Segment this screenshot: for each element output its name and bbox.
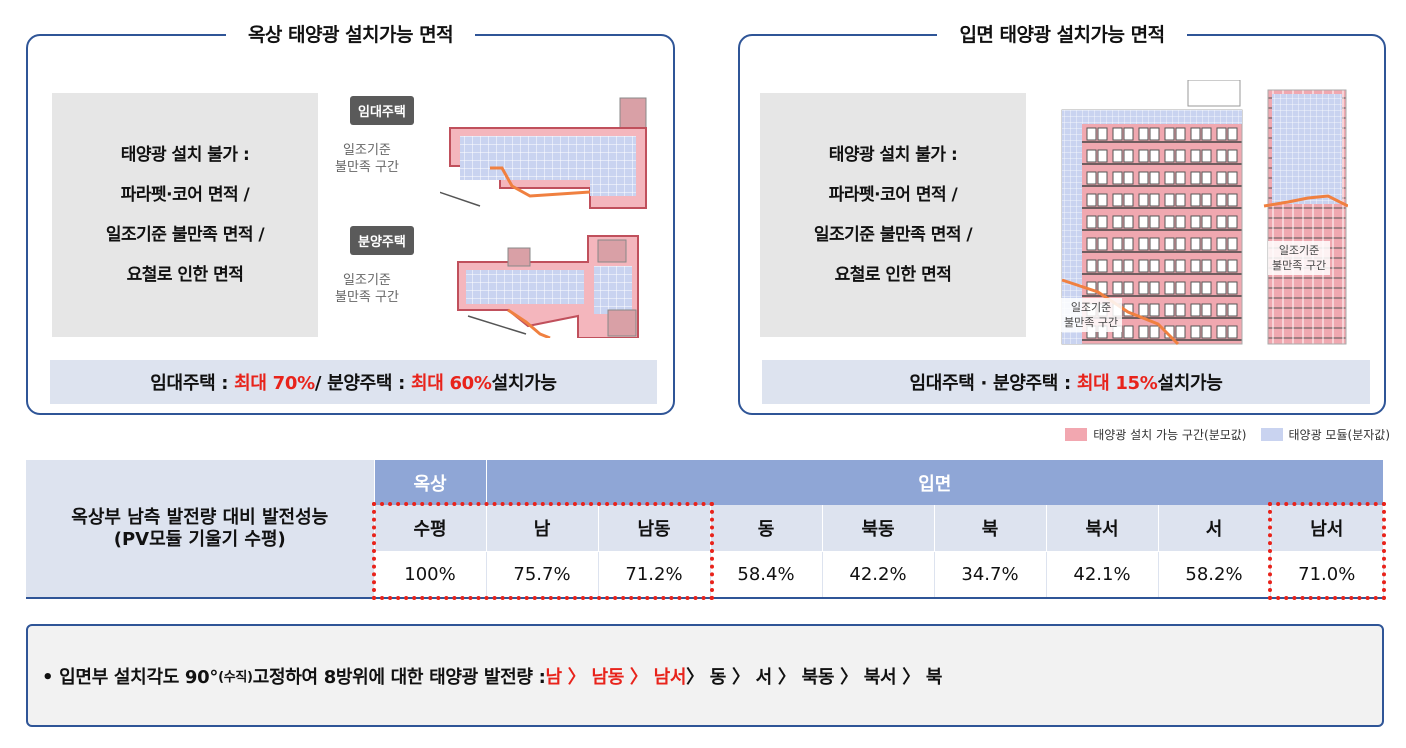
roof-area-panel: 옥상 태양광 설치가능 면적 태양광 설치 불가 : 파라펫·코어 면적 / 일… — [26, 24, 675, 415]
highlight-box-southwest — [1268, 502, 1386, 600]
facade-restriction-line: 요철로 인한 면적 — [834, 265, 952, 285]
sale-roof-plan-image — [457, 235, 639, 338]
column-header-direction: 북서 — [1046, 505, 1159, 552]
table-cell-value: 100% — [374, 551, 487, 599]
facade-restriction-line: 일조기준 불만족 면적 / — [813, 225, 973, 245]
column-header-direction: 동 — [710, 505, 823, 552]
legend-item-install-area: 태양광 설치 가능 구간(분모값) — [1065, 426, 1247, 443]
column-group-roof: 옥상 — [374, 460, 487, 505]
legend-swatch-pink — [1065, 428, 1088, 441]
table-row-header: 옥상부 남측 발전량 대비 발전성능 (PV모듈 기울기 수평) — [26, 460, 375, 599]
facade-area-panel: 입면 태양광 설치가능 면적 태양광 설치 불가 : 파라펫·코어 면적 / 일… — [738, 24, 1386, 415]
column-group-facade: 입면 — [486, 460, 1384, 505]
roof-summary-bar: 임대주택 : 최대 70% / 분양주택 : 최대 60% 설치가능 — [50, 360, 657, 404]
facade-summary-bar: 임대주택 · 분양주택 : 최대 15% 설치가능 — [762, 360, 1370, 404]
column-header-direction: 북 — [934, 505, 1047, 552]
legend: 태양광 설치 가능 구간(분모값) 태양광 모듈(분자값) — [1051, 426, 1390, 443]
roof-restriction-box: 태양광 설치 불가 : 파라펫·코어 면적 / 일조기준 불만족 면적 / 요철… — [52, 93, 318, 337]
legend-swatch-blue — [1260, 428, 1283, 441]
table-cell-value: 42.2% — [822, 551, 935, 599]
sunlight-unmet-label: 일조기준 불만족 구간 — [1268, 241, 1331, 275]
roof-restriction-line: 파라펫·코어 면적 / — [120, 185, 250, 205]
column-header-direction: 서 — [1158, 505, 1271, 552]
roof-restriction-line: 태양광 설치 불가 : — [120, 145, 250, 165]
table-cell-value: 58.4% — [710, 551, 823, 599]
table-cell-value: 58.2% — [1158, 551, 1271, 599]
rental-roof-plan-image — [440, 97, 647, 209]
roof-restriction-line: 요철로 인한 면적 — [126, 265, 244, 285]
legend-item-module: 태양광 모듈(분자값) — [1260, 426, 1390, 443]
facade-restriction-line: 태양광 설치 불가 : — [828, 145, 958, 165]
facade-restriction-box: 태양광 설치 불가 : 파라펫·코어 면적 / 일조기준 불만족 면적 / 요철… — [760, 93, 1026, 337]
sunlight-unmet-label: 일조기준 불만족 구간 — [335, 143, 399, 175]
table-cell-value: 34.7% — [934, 551, 1047, 599]
column-header-direction: 북동 — [822, 505, 935, 552]
table-cell-value: 42.1% — [1046, 551, 1159, 599]
roof-restriction-line: 일조기준 불만족 면적 / — [105, 225, 265, 245]
column-header-direction: 남 — [486, 505, 599, 552]
orientation-note: • 입면부 설치각도 90° (수직) 고정하여 8방위에 대한 태양광 발전량 … — [26, 624, 1384, 727]
roof-panel-title: 옥상 태양광 설치가능 면적 — [225, 24, 476, 46]
column-header-direction: 수평 — [374, 505, 487, 552]
facade-restriction-line: 파라펫·코어 면적 / — [828, 185, 958, 205]
table-cell-value: 71.2% — [598, 551, 711, 599]
sale-housing-tag: 분양주택 — [350, 226, 414, 255]
sunlight-unmet-label: 일조기준 불만족 구간 — [1060, 298, 1123, 332]
sunlight-unmet-label: 일조기준 불만족 구간 — [335, 273, 399, 305]
rental-housing-tag: 임대주택 — [350, 96, 414, 125]
column-header-direction: 남동 — [598, 505, 711, 552]
facade-panel-title: 입면 태양광 설치가능 면적 — [937, 24, 1187, 46]
facade-elevation-image — [1061, 80, 1348, 346]
column-header-direction: 남서 — [1270, 505, 1384, 552]
table-cell-value: 71.0% — [1270, 551, 1384, 599]
highlight-box-south-southeast — [372, 502, 714, 600]
